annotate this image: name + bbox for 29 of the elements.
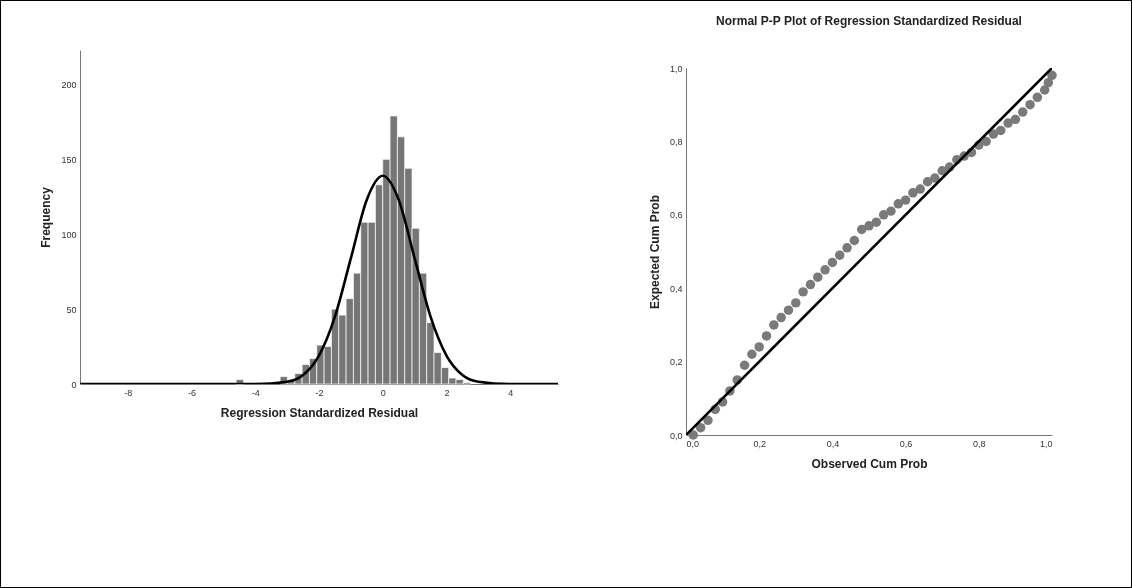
y-axis-title: Expected Cum Prob — [647, 194, 662, 310]
x-axis-title: Regression Standardized Residual — [220, 405, 419, 420]
x-tick-label: 2 — [444, 387, 450, 398]
y-tick-label: 200 — [61, 79, 77, 90]
y-tick-label: 1,0 — [669, 63, 683, 74]
y-axis-title: Frequency — [39, 186, 54, 248]
x-tick-label: 0 — [380, 387, 386, 398]
x-tick-label: -4 — [251, 387, 260, 398]
y-tick-label: 0 — [71, 379, 77, 390]
y-tick-label: 0,4 — [669, 283, 683, 294]
y-tick-label: 0,2 — [669, 357, 683, 368]
x-tick-label: 0,4 — [826, 438, 840, 449]
y-tick-label: 0,6 — [669, 210, 683, 221]
y-tick-label: 150 — [61, 154, 77, 165]
y-tick-label: 50 — [66, 304, 77, 315]
y-tick-label: 100 — [61, 229, 77, 240]
x-tick-label: 0,6 — [899, 438, 913, 449]
x-axis-title: Observed Cum Prob — [811, 456, 928, 471]
x-tick-label: 0,8 — [973, 438, 986, 449]
y-tick-label: 0,8 — [669, 136, 683, 147]
x-tick-label: -6 — [188, 387, 197, 398]
x-tick-label: -2 — [315, 387, 324, 398]
x-tick-label: 0,2 — [753, 438, 766, 449]
x-tick-label: -8 — [124, 387, 133, 398]
chart-title: Normal P-P Plot of Regression Standardized Residual — [716, 14, 1022, 28]
x-tick-label: 1,0 — [1039, 438, 1053, 449]
y-tick-label: 0,0 — [669, 430, 683, 441]
x-tick-label: 4 — [508, 387, 514, 398]
x-tick-label: 0,0 — [686, 438, 700, 449]
